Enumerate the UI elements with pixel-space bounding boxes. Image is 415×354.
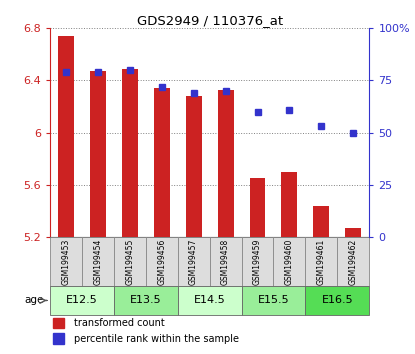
- Text: E13.5: E13.5: [130, 296, 161, 306]
- Bar: [313, 206, 330, 237]
- Bar: [178, 286, 242, 315]
- Bar: [242, 237, 273, 286]
- Text: GSM199460: GSM199460: [285, 238, 294, 285]
- Text: GSM199462: GSM199462: [349, 239, 358, 285]
- Text: GSM199461: GSM199461: [317, 239, 326, 285]
- Bar: [217, 90, 234, 237]
- Text: E14.5: E14.5: [194, 296, 225, 306]
- Bar: [305, 286, 369, 315]
- Bar: [186, 96, 202, 237]
- Text: GSM199453: GSM199453: [61, 238, 70, 285]
- Bar: [114, 286, 178, 315]
- Title: GDS2949 / 110376_at: GDS2949 / 110376_at: [137, 14, 283, 27]
- Bar: [345, 228, 361, 237]
- Bar: [305, 237, 337, 286]
- Bar: [154, 88, 170, 237]
- Bar: [273, 237, 305, 286]
- Text: GSM199458: GSM199458: [221, 239, 230, 285]
- Bar: [114, 237, 146, 286]
- Text: E16.5: E16.5: [322, 296, 353, 306]
- Bar: [178, 237, 210, 286]
- Text: GSM199456: GSM199456: [157, 238, 166, 285]
- Bar: [122, 69, 138, 237]
- Bar: [337, 237, 369, 286]
- Bar: [53, 333, 63, 344]
- Bar: [146, 237, 178, 286]
- Bar: [249, 178, 266, 237]
- Bar: [210, 237, 242, 286]
- Text: GSM199459: GSM199459: [253, 238, 262, 285]
- Bar: [90, 72, 106, 237]
- Bar: [242, 286, 305, 315]
- Bar: [281, 172, 298, 237]
- Bar: [53, 318, 63, 328]
- Bar: [50, 286, 114, 315]
- Text: transformed count: transformed count: [74, 318, 164, 328]
- Text: age: age: [24, 296, 44, 306]
- Text: GSM199457: GSM199457: [189, 238, 198, 285]
- Text: E15.5: E15.5: [258, 296, 289, 306]
- Bar: [82, 237, 114, 286]
- Text: E12.5: E12.5: [66, 296, 98, 306]
- Bar: [58, 36, 74, 237]
- Text: GSM199455: GSM199455: [125, 238, 134, 285]
- Text: GSM199454: GSM199454: [93, 238, 102, 285]
- Bar: [50, 237, 82, 286]
- Text: percentile rank within the sample: percentile rank within the sample: [74, 333, 239, 343]
